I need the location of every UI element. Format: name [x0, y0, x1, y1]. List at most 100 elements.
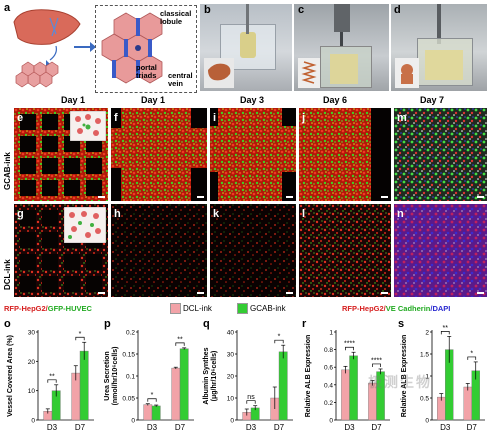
scale-bar: [381, 292, 388, 294]
y-tick-label: 0: [31, 418, 35, 425]
day-label-j: Day 6: [322, 95, 348, 105]
panel-label-m: m: [397, 112, 407, 124]
panel-label-b: b: [204, 4, 211, 16]
y-tick-label: 0.6: [324, 365, 333, 372]
sig-bracket: [246, 400, 256, 404]
scale-bar: [197, 292, 204, 294]
y-tick-label: 0.8: [324, 347, 333, 354]
legend-left-red: RFP-HepG2/: [4, 304, 48, 313]
liver-schematic: [13, 9, 81, 88]
scale-bar: [98, 196, 105, 198]
bar: [349, 355, 358, 421]
micrograph-l: l: [299, 204, 391, 297]
legend-gcab-swatch: [237, 303, 248, 314]
y-tick-label: 0: [329, 418, 333, 425]
category-label: D3: [344, 423, 355, 432]
category-label: D7: [467, 423, 478, 432]
bar: [151, 405, 161, 421]
y-tick-label: 0.4: [324, 382, 333, 389]
row-label-gcab: GCAB-ink: [3, 152, 12, 190]
y-axis-label: Urea Secretion(nmol/hr/10⁶cells): [104, 347, 119, 406]
panel-label-f: f: [114, 112, 118, 124]
y-axis-label: Relative ALB Expression: [401, 335, 408, 418]
spring-inset: [298, 58, 320, 88]
day-label-f: Day 1: [140, 95, 166, 105]
bar: [278, 351, 288, 421]
y-tick-label: 10: [227, 396, 235, 403]
legend-dcl-label: DCL-ink: [183, 304, 212, 313]
sig-label: ns: [247, 394, 255, 401]
category-label: D7: [371, 423, 382, 432]
y-tick-label: 1.5: [420, 352, 429, 359]
panel-label-p: p: [104, 318, 111, 330]
micrograph-h: h: [111, 204, 207, 297]
panel-label-g: g: [17, 208, 24, 220]
sig-bracket: [467, 356, 477, 360]
vessel-inset: [395, 58, 419, 88]
panel-label-o: o: [4, 318, 11, 330]
legend-dcl-swatch: [170, 303, 181, 314]
y-tick-label: 1: [329, 330, 333, 337]
legend-right-blue: /DAPI: [430, 304, 451, 313]
sig-label: **: [177, 336, 183, 343]
liver-inset: [204, 58, 234, 88]
sig-label: *: [278, 334, 281, 341]
category-label: D3: [440, 423, 451, 432]
panel-label-j: j: [302, 112, 306, 124]
label-central-vein: central vein: [168, 71, 193, 88]
y-tick-label: 1: [425, 374, 429, 381]
micrograph-f: f: [111, 108, 207, 201]
y-axis-label: Albumin Synthes(μg/hr/10⁶cells): [203, 347, 218, 404]
sig-label: *: [151, 392, 154, 399]
sig-bracket: [372, 363, 381, 367]
panel-label-n: n: [397, 208, 404, 220]
y-tick-label: 0.15: [122, 352, 135, 359]
cell-diagram-inset: [64, 207, 106, 243]
sig-label: ****: [344, 341, 355, 348]
legend-right-red: RFP-HepG2/: [342, 304, 386, 313]
y-tick-label: 20: [28, 359, 36, 366]
category-label: D7: [274, 423, 285, 432]
y-tick-label: 0.5: [420, 396, 429, 403]
panel-label-r: r: [302, 318, 307, 330]
panel-label-q: q: [203, 318, 210, 330]
panel-label-e: e: [17, 112, 24, 124]
cell-diagram-inset: [70, 111, 106, 141]
day-label-e: Day 1: [60, 95, 86, 105]
y-tick-label: 0.2: [126, 330, 135, 337]
micrograph-n: n: [394, 204, 487, 297]
y-tick-label: 0: [230, 418, 234, 425]
sig-label: *: [79, 331, 82, 338]
row-label-dcl: DCL-ink: [3, 259, 12, 290]
chart-q: Albumin Synthes(μg/hr/10⁶cells) 0 10 20 30 40…: [203, 330, 293, 432]
sig-label: ****: [371, 357, 382, 364]
chart-r: Relative ALB Expression 0 0.2 0.4 0.6 0.8 1 ***…: [305, 330, 390, 432]
panel-label-k: k: [213, 208, 220, 220]
y-tick-label: 0.05: [122, 396, 135, 403]
chart-s: Relative ALB Expression 0 0.5 1 1.5 2 ** D3 * D7: [401, 325, 485, 432]
sig-label: *: [470, 350, 473, 357]
scale-bar: [286, 196, 293, 198]
scale-bar: [286, 292, 293, 294]
panel-label-s: s: [398, 318, 405, 330]
sig-bracket: [274, 339, 284, 344]
photo-c: [294, 4, 389, 91]
y-axis-label: Relative ALB Expression: [305, 335, 312, 418]
category-label: D7: [75, 423, 86, 432]
panel-label-d: d: [394, 4, 401, 16]
micrograph-m: m: [394, 108, 487, 201]
y-tick-label: 30: [227, 352, 235, 359]
y-tick-label: 20: [227, 374, 235, 381]
sig-bracket: [345, 346, 354, 351]
bar: [179, 348, 189, 421]
sig-bracket: [175, 342, 185, 346]
day-label-i: Day 3: [239, 95, 265, 105]
micrograph-g: g: [14, 204, 108, 297]
micrograph-e: e: [14, 108, 108, 201]
legend-left-green: GFP-HUVEC: [47, 304, 92, 313]
sig-label: **: [443, 325, 449, 332]
sig-label: **: [49, 373, 55, 380]
bar: [171, 367, 181, 421]
day-label-m: Day 7: [419, 95, 445, 105]
category-label: D7: [175, 423, 186, 432]
